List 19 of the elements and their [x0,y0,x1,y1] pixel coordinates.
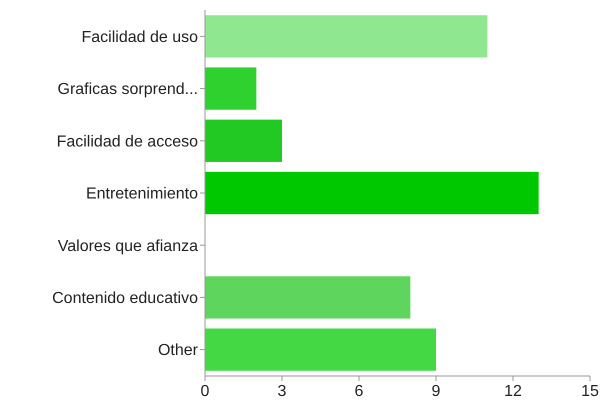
bar [205,15,488,58]
x-tick-label: 0 [200,383,210,400]
y-tick-label: Entretenimiento [86,186,198,203]
x-tick-label: 9 [432,383,441,400]
bar [205,172,539,214]
bar [205,276,410,319]
bar [205,67,256,110]
y-tick-label: Other [158,342,199,360]
x-tick-label: 15 [581,383,599,400]
y-tick-label: Graficas sorprend... [58,81,198,98]
bar [205,120,282,162]
x-tick-label: 3 [278,383,287,400]
y-tick-label: Facilidad de uso [81,28,198,46]
bar [205,328,436,371]
y-tick-label: Facilidad de acceso [56,133,198,150]
y-tick-label: Contenido educativo [52,290,198,308]
y-tick-label: Valores que afianza [58,238,198,255]
x-tick-label: 12 [504,383,522,400]
x-tick-label: 6 [354,383,364,400]
